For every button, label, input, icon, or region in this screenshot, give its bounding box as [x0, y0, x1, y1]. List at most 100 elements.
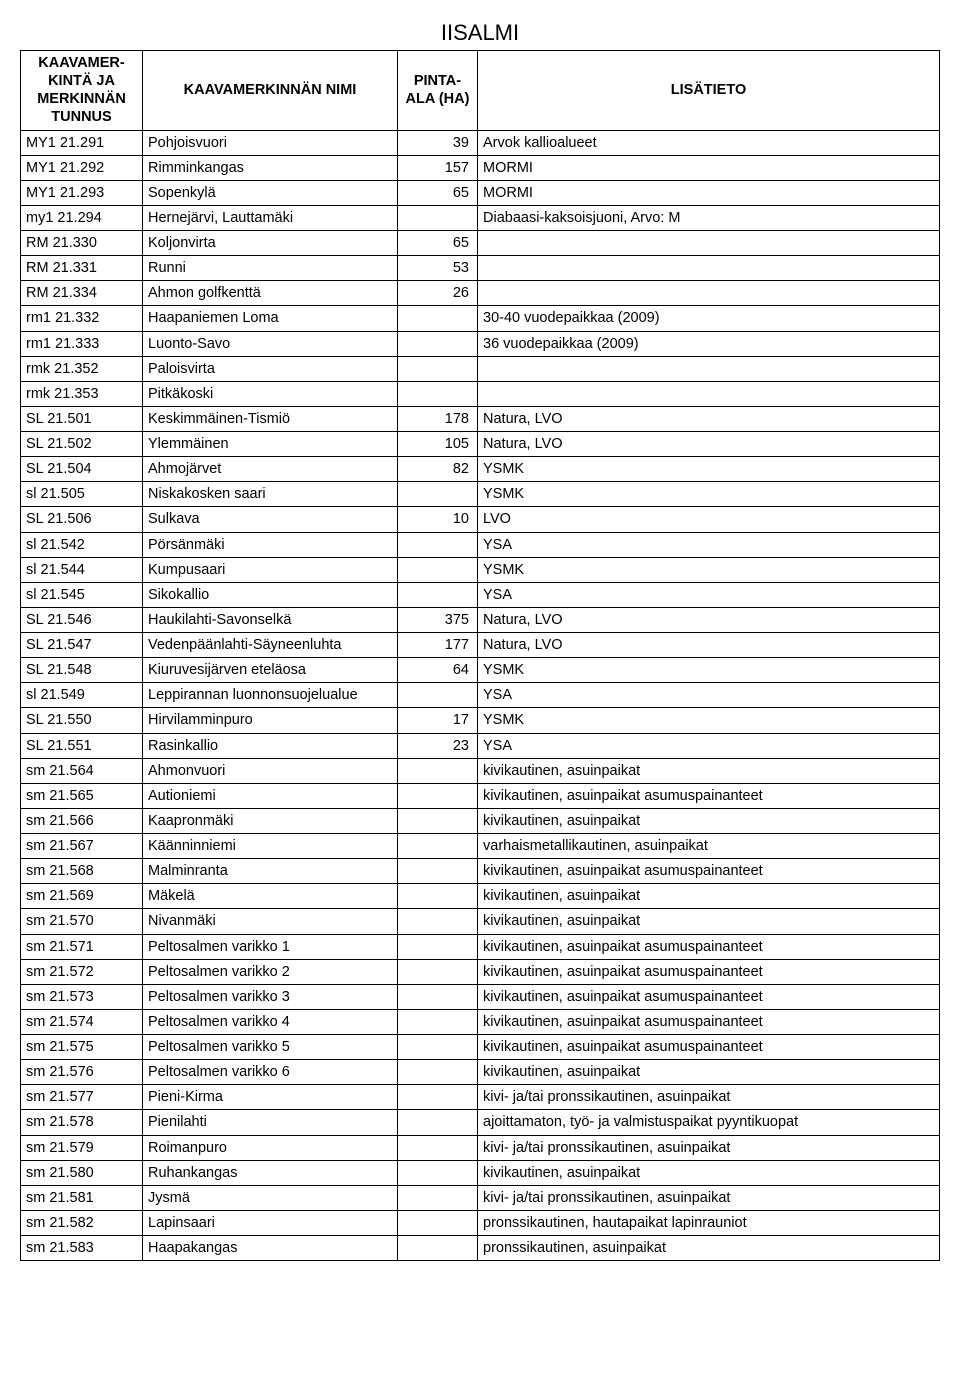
table-cell: sm 21.579 — [21, 1135, 143, 1160]
table-cell: Peltosalmen varikko 1 — [143, 934, 398, 959]
table-cell: sm 21.574 — [21, 1009, 143, 1034]
table-row: rm1 21.333Luonto-Savo36 vuodepaikkaa (20… — [21, 331, 940, 356]
table-cell — [398, 1160, 478, 1185]
table-cell: 39 — [398, 130, 478, 155]
table-row: sm 21.564Ahmonvuorikivikautinen, asuinpa… — [21, 758, 940, 783]
table-cell — [478, 256, 940, 281]
table-row: my1 21.294Hernejärvi, Lauttamäki Diabaasi… — [21, 205, 940, 230]
table-cell: rm1 21.333 — [21, 331, 143, 356]
table-cell: Hirvilamminpuro — [143, 708, 398, 733]
table-cell: 23 — [398, 733, 478, 758]
table-cell: Hernejärvi, Lauttamäki — [143, 205, 398, 230]
table-row: sm 21.565Autioniemikivikautinen, asuinpa… — [21, 783, 940, 808]
table-cell: kivikautinen, asuinpaikat asumuspainante… — [478, 783, 940, 808]
table-cell: YSA — [478, 733, 940, 758]
table-row: RM 21.334Ahmon golfkenttä26 — [21, 281, 940, 306]
table-cell: SL 21.502 — [21, 432, 143, 457]
table-cell: varhaismetallikautinen, asuinpaikat — [478, 834, 940, 859]
table-cell — [398, 582, 478, 607]
table-cell: SL 21.550 — [21, 708, 143, 733]
table-cell: sm 21.565 — [21, 783, 143, 808]
table-cell: rmk 21.353 — [21, 381, 143, 406]
table-row: SL 21.502Ylemmäinen105Natura, LVO — [21, 432, 940, 457]
table-row: SL 21.551Rasinkallio23YSA — [21, 733, 940, 758]
table-row: sm 21.573Peltosalmen varikko 3kivikautin… — [21, 984, 940, 1009]
table-cell: kivikautinen, asuinpaikat — [478, 884, 940, 909]
table-cell: Haapakangas — [143, 1236, 398, 1261]
table-cell: 36 vuodepaikkaa (2009) — [478, 331, 940, 356]
table-cell: RM 21.330 — [21, 231, 143, 256]
table-cell: Paloisvirta — [143, 356, 398, 381]
table-row: sm 21.582Lapinsaaripronssikautinen, haut… — [21, 1210, 940, 1235]
data-table: KAAVAMER-KINTÄ JA MERKINNÄN TUNNUS KAAVA… — [20, 50, 940, 1261]
table-cell — [398, 808, 478, 833]
table-cell — [478, 231, 940, 256]
table-cell: pronssikautinen, asuinpaikat — [478, 1236, 940, 1261]
table-cell — [478, 281, 940, 306]
table-cell: Rasinkallio — [143, 733, 398, 758]
table-cell — [398, 381, 478, 406]
table-cell: 10 — [398, 507, 478, 532]
table-cell: kivikautinen, asuinpaikat asumuspainante… — [478, 1009, 940, 1034]
table-cell: kivikautinen, asuinpaikat — [478, 1160, 940, 1185]
table-cell — [398, 557, 478, 582]
table-cell: Ahmon golfkenttä — [143, 281, 398, 306]
table-row: MY1 21.292Rimminkangas157MORMI — [21, 155, 940, 180]
table-cell: pronssikautinen, hautapaikat lapinraunio… — [478, 1210, 940, 1235]
table-cell: kivikautinen, asuinpaikat — [478, 909, 940, 934]
table-cell: MY1 21.291 — [21, 130, 143, 155]
table-row: sm 21.583Haapakangaspronssikautinen, asu… — [21, 1236, 940, 1261]
table-cell: Sopenkylä — [143, 180, 398, 205]
table-cell — [398, 783, 478, 808]
table-cell: Peltosalmen varikko 4 — [143, 1009, 398, 1034]
table-cell: Pienilahti — [143, 1110, 398, 1135]
table-cell — [398, 1185, 478, 1210]
table-cell: sm 21.571 — [21, 934, 143, 959]
table-cell: Sikokallio — [143, 582, 398, 607]
table-cell — [398, 306, 478, 331]
table-cell: SL 21.504 — [21, 457, 143, 482]
table-cell: YSMK — [478, 557, 940, 582]
table-cell: my1 21.294 — [21, 205, 143, 230]
table-cell: sm 21.576 — [21, 1060, 143, 1085]
table-cell: 65 — [398, 231, 478, 256]
table-cell — [398, 934, 478, 959]
table-cell: kivikautinen, asuinpaikat asumuspainante… — [478, 859, 940, 884]
table-row: rmk 21.353Pitkäkoski — [21, 381, 940, 406]
table-cell: Nivanmäki — [143, 909, 398, 934]
table-cell: Natura, LVO — [478, 406, 940, 431]
table-cell — [398, 959, 478, 984]
table-cell — [398, 859, 478, 884]
table-cell: Mäkelä — [143, 884, 398, 909]
table-cell: sl 21.545 — [21, 582, 143, 607]
table-cell: Natura, LVO — [478, 432, 940, 457]
table-cell: SL 21.547 — [21, 633, 143, 658]
table-cell: Roimanpuro — [143, 1135, 398, 1160]
table-row: sm 21.568Malminrantakivikautinen, asuinp… — [21, 859, 940, 884]
table-cell: SL 21.546 — [21, 607, 143, 632]
table-cell: sm 21.570 — [21, 909, 143, 934]
table-cell: Rimminkangas — [143, 155, 398, 180]
table-cell: Natura, LVO — [478, 607, 940, 632]
table-cell: kivikautinen, asuinpaikat — [478, 758, 940, 783]
table-cell: kivikautinen, asuinpaikat asumuspainante… — [478, 934, 940, 959]
table-cell: sm 21.581 — [21, 1185, 143, 1210]
table-row: SL 21.547Vedenpäänlahti-Säyneenluhta177N… — [21, 633, 940, 658]
table-row: SL 21.546Haukilahti-Savonselkä375Natura,… — [21, 607, 940, 632]
table-row: rmk 21.352Paloisvirta — [21, 356, 940, 381]
table-cell: YSA — [478, 582, 940, 607]
table-cell: Peltosalmen varikko 6 — [143, 1060, 398, 1085]
table-cell: Käänninniemi — [143, 834, 398, 859]
table-row: sl 21.549Leppirannan luonnonsuojelualueY… — [21, 683, 940, 708]
table-cell: Diabaasi-kaksoisjuoni, Arvo: M — [478, 205, 940, 230]
table-cell: ajoittamaton, työ- ja valmistuspaikat py… — [478, 1110, 940, 1135]
table-cell: Malminranta — [143, 859, 398, 884]
table-cell: Runni — [143, 256, 398, 281]
table-cell: kivikautinen, asuinpaikat asumuspainante… — [478, 984, 940, 1009]
table-row: SL 21.501Keskimmäinen-Tismiö178Natura, L… — [21, 406, 940, 431]
table-cell: sm 21.567 — [21, 834, 143, 859]
table-cell: sm 21.580 — [21, 1160, 143, 1185]
table-cell: 53 — [398, 256, 478, 281]
table-cell: Peltosalmen varikko 2 — [143, 959, 398, 984]
table-cell: kivi- ja/tai pronssikautinen, asuinpaika… — [478, 1185, 940, 1210]
